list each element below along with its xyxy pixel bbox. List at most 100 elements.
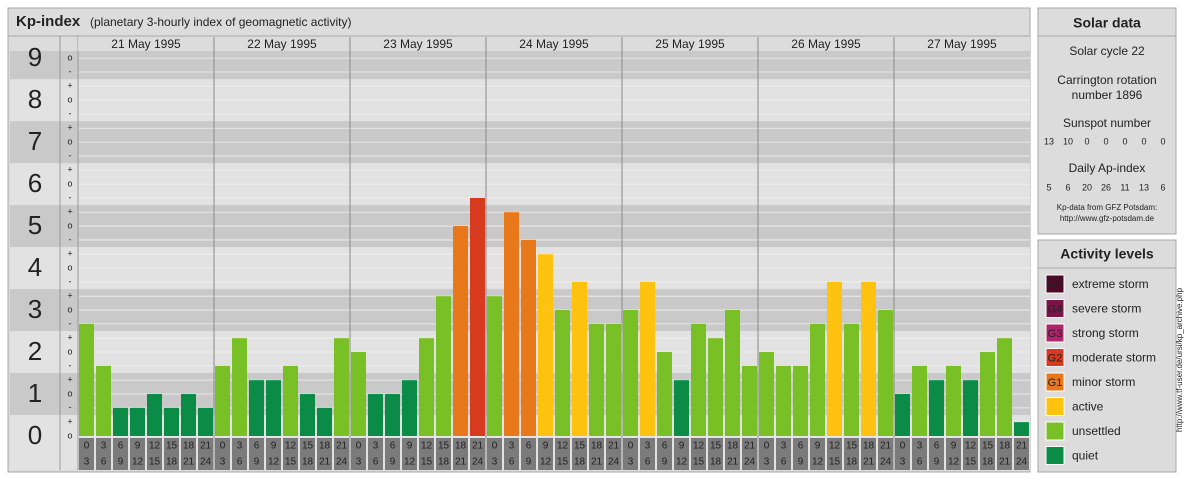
hour-label: 18 — [183, 441, 195, 452]
minor-tick-label: o — [67, 388, 72, 398]
y-tick-label: 9 — [28, 42, 42, 72]
bar — [946, 365, 961, 436]
hour-box — [691, 438, 706, 470]
legend-swatch — [1045, 348, 1065, 367]
hour-label: 18 — [302, 457, 314, 468]
hour-label: 12 — [285, 441, 297, 452]
hour-label: 21 — [727, 457, 739, 468]
hour-label: 3 — [492, 457, 498, 468]
y-band — [10, 415, 1030, 470]
bar — [317, 407, 332, 436]
hour-label: 24 — [608, 457, 620, 468]
hour-label: 15 — [846, 441, 858, 452]
hour-box — [368, 438, 383, 470]
date-header — [622, 37, 758, 51]
hour-label: 24 — [472, 457, 484, 468]
hour-box — [623, 438, 638, 470]
hour-label: 21 — [183, 457, 195, 468]
bar — [351, 352, 366, 436]
minor-tick-label: - — [69, 360, 72, 370]
hour-box — [844, 438, 859, 470]
hour-box — [79, 438, 94, 470]
hour-label: 12 — [132, 457, 144, 468]
bar — [640, 281, 655, 436]
ap-value: 6 — [1160, 182, 1165, 192]
bar — [113, 407, 128, 436]
bar — [487, 296, 502, 436]
hour-label: 9 — [815, 441, 821, 452]
hour-label: 0 — [628, 441, 634, 452]
date-label: 23 May 1995 — [383, 37, 453, 51]
y-tick-label: 7 — [28, 126, 42, 156]
bar — [130, 407, 145, 436]
hour-label: 3 — [900, 457, 906, 468]
date-header — [214, 37, 350, 51]
hour-label: 12 — [812, 457, 824, 468]
hour-label: 9 — [543, 441, 549, 452]
hour-label: 18 — [166, 457, 178, 468]
hour-label: 0 — [84, 441, 90, 452]
hour-box — [895, 438, 910, 470]
hour-label: 12 — [693, 441, 705, 452]
hour-label: 0 — [492, 441, 498, 452]
bar — [963, 380, 978, 436]
hour-label: 15 — [710, 441, 722, 452]
hour-label: 18 — [999, 441, 1011, 452]
bar — [657, 352, 672, 436]
bar — [606, 323, 621, 436]
y-tick-label: 0 — [28, 420, 42, 450]
minor-tick-label: o — [67, 53, 72, 63]
legend-label: minor storm — [1072, 375, 1135, 389]
hour-label: 15 — [574, 441, 586, 452]
bar — [334, 338, 349, 436]
hour-box — [164, 438, 179, 470]
minor-tick-label: + — [67, 165, 72, 175]
hour-box — [113, 438, 128, 470]
hour-box — [351, 438, 366, 470]
hour-label: 6 — [254, 441, 260, 452]
hour-box — [674, 438, 689, 470]
hour-box — [793, 438, 808, 470]
bar — [861, 281, 876, 436]
hour-box — [249, 438, 264, 470]
hour-box — [334, 438, 349, 470]
minor-tick-label: - — [69, 318, 72, 328]
hour-box — [759, 438, 774, 470]
panel-title: Activity levels — [1060, 246, 1154, 262]
hour-label: 6 — [934, 441, 940, 452]
bar — [198, 407, 213, 436]
legend-swatch — [1045, 299, 1065, 318]
date-header — [350, 37, 486, 51]
hour-box — [283, 438, 298, 470]
date-label: 21 May 1995 — [111, 37, 181, 51]
hour-label: 21 — [880, 441, 892, 452]
hour-label: 0 — [220, 441, 226, 452]
hour-label: 6 — [526, 441, 532, 452]
hour-box — [606, 438, 621, 470]
sunspot-value: 0 — [1160, 136, 1165, 146]
date-header — [758, 37, 894, 51]
hour-label: 18 — [574, 457, 586, 468]
hour-label: 9 — [526, 457, 532, 468]
sunspot-value: 0 — [1122, 136, 1127, 146]
minor-tick-label: - — [69, 66, 72, 76]
hour-label: 24 — [336, 457, 348, 468]
minor-tick-label: + — [67, 123, 72, 133]
hour-label: 21 — [591, 457, 603, 468]
bar — [402, 380, 417, 436]
bar — [997, 338, 1012, 436]
minor-tick-label: + — [67, 375, 72, 385]
hour-label: 21 — [455, 457, 467, 468]
bar — [232, 338, 247, 436]
hour-label: 6 — [390, 441, 396, 452]
hour-label: 15 — [693, 457, 705, 468]
hour-box — [198, 438, 213, 470]
bar — [1014, 422, 1029, 436]
minor-tick-label: o — [67, 430, 72, 440]
y-tick-label: 2 — [28, 336, 42, 366]
hour-label: 9 — [679, 441, 685, 452]
hour-label: 18 — [455, 441, 467, 452]
bar — [147, 394, 162, 436]
hour-box — [96, 438, 111, 470]
